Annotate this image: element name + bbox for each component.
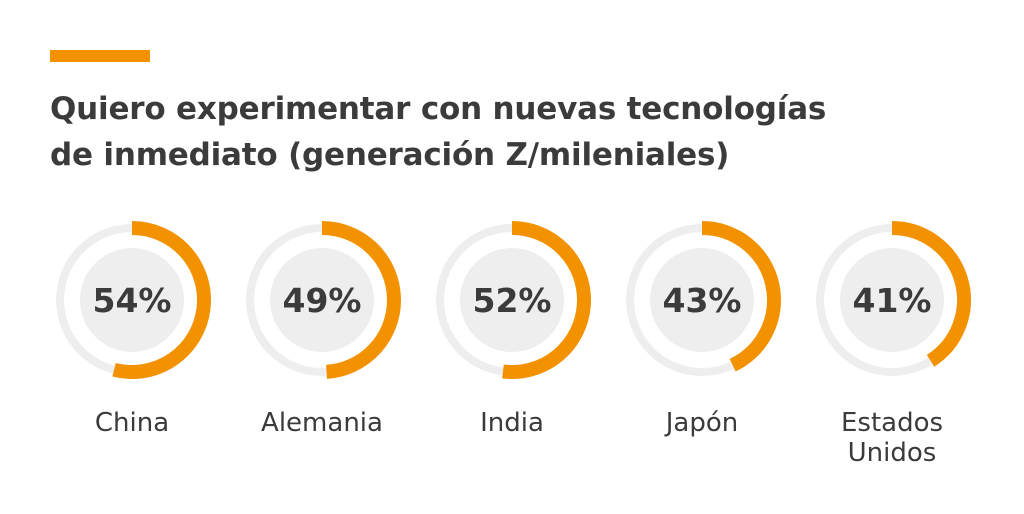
donut-1: 54% — [56, 221, 211, 379]
country-label-line: Alemania — [261, 408, 383, 438]
donut-center — [270, 248, 374, 352]
donut-3: 52% — [436, 221, 591, 379]
country-label-line: Estados — [840, 408, 944, 438]
chart-title: Quiero experimentar con nuevas tecnologí… — [50, 86, 950, 178]
country-label-line: China — [94, 408, 170, 438]
donut-arc — [891, 221, 971, 367]
donut-arc — [701, 221, 781, 372]
chart-title-line-2: de inmediato (generación Z/mileniales) — [50, 137, 730, 173]
donut-2: 49% — [246, 221, 401, 379]
donut-arc — [321, 221, 401, 379]
donut-4: 43% — [626, 221, 781, 376]
country-label-line: India — [480, 408, 544, 438]
donut-center — [650, 248, 754, 352]
value-label: 52% — [473, 281, 552, 320]
country-label: Estados Unidos — [797, 408, 987, 468]
country-label-line: Japón — [665, 408, 739, 438]
country-label: Japón — [607, 408, 797, 438]
country-label: Alemania — [227, 408, 417, 438]
donut-arc — [502, 221, 591, 379]
donut-center — [840, 248, 944, 352]
value-label: 43% — [663, 281, 742, 320]
country-label-line: Unidos — [847, 438, 937, 468]
donut-center — [460, 248, 564, 352]
value-label: 54% — [93, 281, 172, 320]
accent-bar — [50, 50, 150, 62]
value-label: 49% — [283, 281, 362, 320]
country-label: India — [417, 408, 607, 438]
donut-center — [80, 248, 184, 352]
donut-arc — [112, 221, 211, 379]
value-label: 41% — [853, 281, 932, 320]
country-label: China — [37, 408, 227, 438]
donut-5: 41% — [816, 221, 971, 376]
chart-title-line-1: Quiero experimentar con nuevas tecnologí… — [50, 91, 827, 127]
